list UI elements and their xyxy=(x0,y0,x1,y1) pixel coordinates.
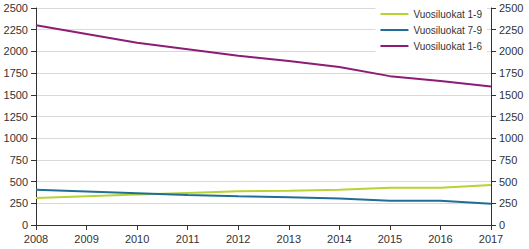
svg-text:250: 250 xyxy=(499,197,517,209)
svg-text:2009: 2009 xyxy=(74,233,98,245)
svg-text:1250: 1250 xyxy=(4,111,28,123)
svg-text:2015: 2015 xyxy=(378,233,402,245)
svg-text:1000: 1000 xyxy=(499,132,523,144)
svg-text:2500: 2500 xyxy=(499,2,523,14)
svg-text:Vuosiluokat 7-9: Vuosiluokat 7-9 xyxy=(413,25,482,36)
svg-text:2010: 2010 xyxy=(125,233,149,245)
svg-text:500: 500 xyxy=(499,176,517,188)
svg-text:1250: 1250 xyxy=(499,111,523,123)
svg-text:500: 500 xyxy=(10,176,28,188)
svg-text:2008: 2008 xyxy=(24,233,48,245)
svg-text:250: 250 xyxy=(10,197,28,209)
svg-text:750: 750 xyxy=(499,154,517,166)
svg-text:0: 0 xyxy=(22,219,28,231)
svg-text:2250: 2250 xyxy=(4,24,28,36)
svg-text:1750: 1750 xyxy=(499,67,523,79)
svg-text:Vuosiluokat 1-6: Vuosiluokat 1-6 xyxy=(413,41,482,52)
svg-text:2016: 2016 xyxy=(428,233,452,245)
svg-text:1500: 1500 xyxy=(4,89,28,101)
svg-text:2000: 2000 xyxy=(499,45,523,57)
svg-text:1750: 1750 xyxy=(4,67,28,79)
svg-text:2000: 2000 xyxy=(4,45,28,57)
svg-text:2500: 2500 xyxy=(4,2,28,14)
svg-text:2250: 2250 xyxy=(499,24,523,36)
svg-text:2011: 2011 xyxy=(176,233,200,245)
svg-text:1500: 1500 xyxy=(499,89,523,101)
svg-text:2017: 2017 xyxy=(479,233,503,245)
svg-text:Vuosiluokat 1-9: Vuosiluokat 1-9 xyxy=(413,9,482,20)
svg-text:750: 750 xyxy=(10,154,28,166)
svg-text:2014: 2014 xyxy=(327,233,351,245)
svg-text:1000: 1000 xyxy=(4,132,28,144)
svg-text:0: 0 xyxy=(499,219,505,231)
svg-text:2012: 2012 xyxy=(226,233,250,245)
svg-text:2013: 2013 xyxy=(277,233,301,245)
